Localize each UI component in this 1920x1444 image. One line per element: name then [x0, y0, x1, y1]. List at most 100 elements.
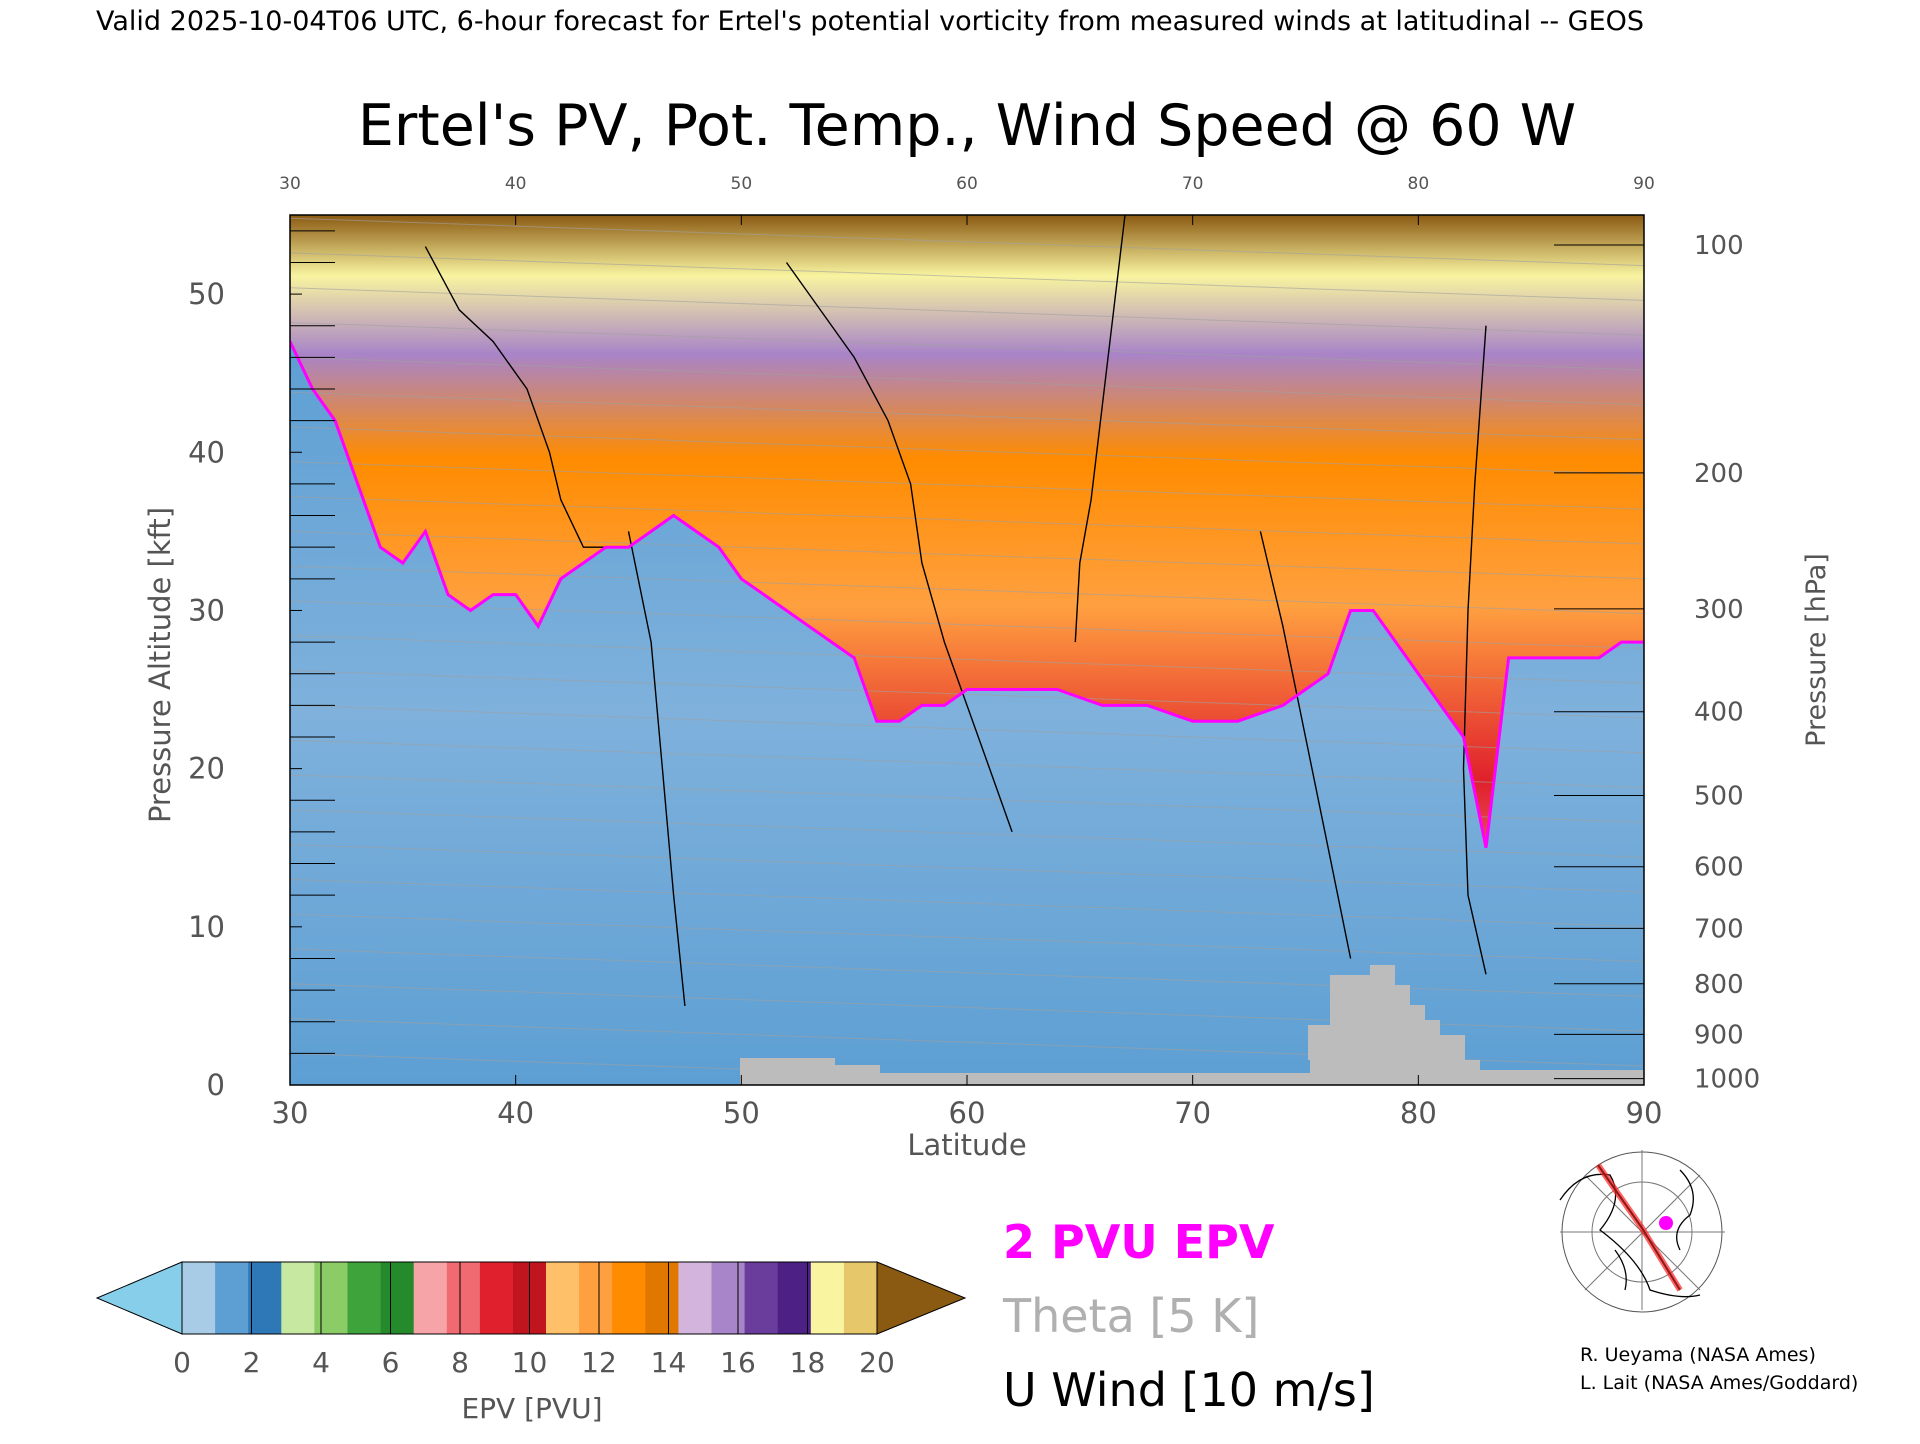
- x-top-tick-label: 30: [279, 174, 301, 194]
- y-tick-label: 30: [188, 593, 225, 627]
- x-top-tick-label: 80: [1408, 174, 1430, 194]
- colorbar-segment: [182, 1262, 216, 1334]
- colorbar: 0 2 4 6 8 10 12 14 16 18 20: [95, 1261, 967, 1379]
- theta-line: [290, 809, 1644, 858]
- x-top-tick-label: 90: [1633, 174, 1655, 194]
- pressure-tick-label: 900: [1694, 1020, 1744, 1050]
- colorbar-over-arrow: [876, 1261, 967, 1335]
- theta-line: [290, 844, 1644, 893]
- colorbar-segment: [546, 1262, 580, 1334]
- x-tick-label: 30: [272, 1096, 309, 1130]
- legend-wind: U Wind [10 m/s]: [1003, 1363, 1375, 1417]
- x-tick-label: 60: [949, 1096, 986, 1130]
- colorbar-segment: [314, 1262, 349, 1334]
- colorbar-segment: [843, 1262, 878, 1334]
- colorbar-label: EPV [PVU]: [461, 1392, 602, 1425]
- theta-line: [290, 913, 1644, 963]
- x-tick-label: 90: [1626, 1096, 1663, 1130]
- colorbar-tick-label: 18: [790, 1346, 826, 1379]
- y-tick-label: 10: [188, 910, 225, 944]
- wind-contour-line: [785, 262, 1013, 833]
- theta-line: [290, 530, 1644, 580]
- pressure-tick-label: 800: [1694, 970, 1744, 1000]
- theta-line: [290, 704, 1644, 754]
- theta-line: [290, 948, 1644, 997]
- colorbar-tick-label: 14: [651, 1346, 687, 1379]
- x-top-tick-label: 50: [731, 174, 753, 194]
- y-tick-label: 20: [188, 752, 225, 786]
- credit-line-1: R. Ueyama (NASA Ames): [1580, 1344, 1816, 1366]
- wind-contour-line: [1074, 215, 1126, 643]
- wind-contour-line: [1462, 325, 1487, 975]
- pvu-2-contour: [290, 340, 1644, 848]
- theta-line: [290, 287, 1644, 336]
- colorbar-segment: [612, 1262, 646, 1334]
- y-tick-label: 50: [188, 277, 225, 311]
- colorbar-tick-label: 0: [173, 1346, 191, 1379]
- theta-line: [290, 496, 1644, 545]
- colorbar-under-arrow: [95, 1261, 183, 1335]
- theta-line: [290, 774, 1644, 823]
- theta-line: [290, 426, 1644, 475]
- theta-line: [290, 670, 1644, 719]
- x-tick-label: 70: [1174, 1096, 1211, 1130]
- chart-title: Ertel's PV, Pot. Temp., Wind Speed @ 60 …: [358, 93, 1576, 159]
- pressure-tick-label: 600: [1694, 853, 1744, 883]
- theta-line: [290, 565, 1644, 615]
- x-axis-top: 30 40 50 60 70 80 90: [279, 174, 1655, 225]
- colorbar-segment: [446, 1262, 481, 1334]
- x-axis-label: Latitude: [907, 1128, 1026, 1162]
- colorbar-segment: [380, 1262, 415, 1334]
- wind-contour-line: [627, 531, 686, 1006]
- theta-line: [290, 252, 1644, 301]
- y-axis-label-left: Pressure Altitude [kft]: [143, 507, 177, 823]
- plot-area: [290, 215, 1644, 1085]
- theta-line: [290, 217, 1644, 267]
- colorbar-segment: [479, 1262, 514, 1334]
- x-top-tick-label: 40: [505, 174, 527, 194]
- wind-contour-line: [424, 246, 606, 548]
- x-tick-label: 50: [723, 1096, 760, 1130]
- theta-line: [290, 461, 1644, 510]
- legend-theta: Theta [5 K]: [1002, 1289, 1259, 1343]
- x-top-tick-label: 70: [1182, 174, 1204, 194]
- locator-map: [1545, 1150, 1740, 1313]
- colorbar-tick-label: 10: [512, 1346, 548, 1379]
- colorbar-tick-label: 8: [451, 1346, 469, 1379]
- pressure-tick-label: 400: [1694, 698, 1744, 728]
- y-axis-right: 100 200 300 400 500 600 700 800 900 1000: [1554, 231, 1760, 1095]
- colorbar-tick-label: 6: [382, 1346, 400, 1379]
- wind-contour-line: [1259, 531, 1352, 959]
- wind-contours: [424, 215, 1487, 1006]
- pressure-tick-label: 500: [1694, 782, 1744, 812]
- theta-line: [290, 356, 1644, 406]
- x-axis-bottom: 30 40 50 60 70 80 90: [272, 1075, 1663, 1130]
- x-top-tick-label: 60: [956, 174, 978, 194]
- pressure-tick-label: 100: [1694, 231, 1744, 261]
- theta-line: [290, 739, 1644, 789]
- pressure-tick-label: 300: [1694, 595, 1744, 625]
- colorbar-segment: [744, 1262, 779, 1334]
- colorbar-segment: [678, 1262, 713, 1334]
- theta-contours: [290, 217, 1644, 1085]
- legend-pvu: 2 PVU EPV: [1003, 1215, 1275, 1269]
- colorbar-segment: [777, 1262, 812, 1334]
- colorbar-tick-label: 2: [243, 1346, 261, 1379]
- colorbar-segment: [810, 1262, 845, 1334]
- theta-line: [290, 322, 1644, 371]
- colorbar-tick-label: 20: [859, 1346, 895, 1379]
- x-tick-label: 80: [1400, 1096, 1437, 1130]
- colorbar-segment: [413, 1262, 448, 1334]
- y-tick-label: 0: [207, 1068, 225, 1102]
- pressure-tick-label: 200: [1694, 459, 1744, 489]
- terrain-mask: [740, 965, 1644, 1085]
- theta-line: [290, 391, 1644, 441]
- colorbar-segment: [215, 1262, 249, 1334]
- x-tick-label: 40: [497, 1096, 534, 1130]
- y-axis-left: 0 10 20 30 40 50: [188, 230, 335, 1102]
- troposphere-fill: [290, 341, 1644, 1085]
- y-tick-label: 40: [188, 435, 225, 469]
- theta-line: [290, 600, 1644, 649]
